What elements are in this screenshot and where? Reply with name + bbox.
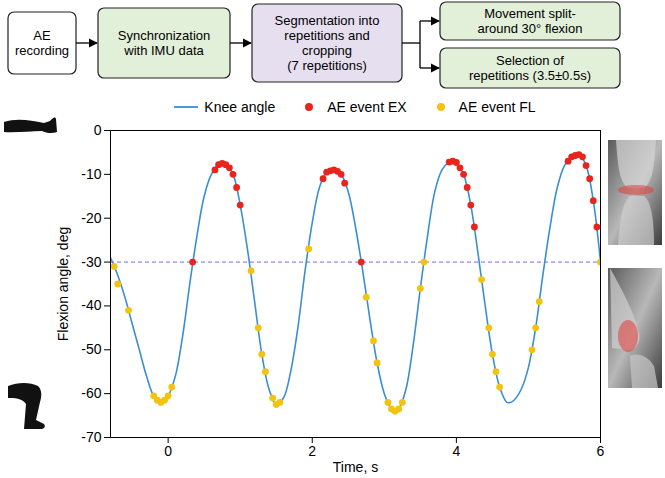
svg-text:0: 0: [94, 122, 102, 138]
svg-text:Movement split-: Movement split-: [484, 6, 576, 21]
svg-text:Selection of: Selection of: [496, 53, 564, 68]
svg-text:Time, s: Time, s: [333, 459, 378, 475]
svg-text:2: 2: [308, 443, 316, 459]
svg-text:Segmentation into: Segmentation into: [275, 13, 380, 28]
svg-text:Flexion angle, deg: Flexion angle, deg: [55, 227, 71, 341]
svg-text:-50: -50: [81, 341, 101, 357]
html-text:Knee angle: Knee angle: [204, 99, 276, 115]
svg-text:-20: -20: [81, 210, 101, 226]
svg-text:(7 repetitions): (7 repetitions): [287, 58, 366, 73]
svg-text:around 30° flexion: around 30° flexion: [478, 21, 583, 36]
svg-text:0: 0: [164, 443, 172, 459]
svg-text:AE: AE: [33, 28, 51, 43]
svg-text:-60: -60: [81, 385, 101, 401]
svg-text:-70: -70: [81, 429, 101, 445]
svg-text:-30: -30: [81, 254, 101, 270]
svg-text:Synchronization: Synchronization: [118, 28, 211, 43]
svg-text:-10: -10: [81, 166, 101, 182]
svg-text:4: 4: [452, 443, 460, 459]
svg-text:repetitions (3.5±0.5s): repetitions (3.5±0.5s): [469, 68, 591, 83]
svg-text:-40: -40: [81, 297, 101, 313]
svg-text:6: 6: [597, 443, 605, 459]
svg-text:recording: recording: [15, 43, 69, 58]
html-text:AE event FL: AE event FL: [458, 99, 536, 115]
html-text:AE event EX: AE event EX: [327, 99, 407, 115]
svg-text:repetitions and: repetitions and: [284, 28, 369, 43]
svg-text:with IMU data: with IMU data: [123, 43, 204, 58]
svg-text:cropping: cropping: [302, 43, 352, 58]
